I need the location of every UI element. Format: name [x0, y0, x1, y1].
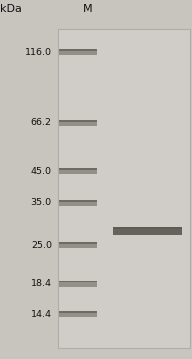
- Text: 14.4: 14.4: [31, 310, 52, 319]
- Bar: [59, 242, 97, 244]
- Text: 18.4: 18.4: [31, 279, 52, 288]
- Bar: [59, 168, 97, 170]
- Bar: [59, 311, 97, 317]
- Bar: [59, 49, 97, 55]
- Bar: [59, 120, 97, 122]
- Text: M: M: [83, 4, 93, 14]
- Bar: [59, 168, 97, 174]
- Bar: [59, 120, 97, 126]
- Bar: [59, 200, 97, 206]
- Text: 116.0: 116.0: [25, 48, 52, 57]
- Text: 66.2: 66.2: [31, 118, 52, 127]
- Bar: [113, 227, 182, 235]
- Bar: [59, 200, 97, 202]
- Text: 35.0: 35.0: [31, 198, 52, 208]
- Text: 25.0: 25.0: [31, 241, 52, 250]
- Bar: [113, 227, 182, 229]
- Text: kDa: kDa: [0, 4, 22, 14]
- Bar: [59, 281, 97, 287]
- Bar: [59, 49, 97, 51]
- Text: 45.0: 45.0: [31, 167, 52, 176]
- Bar: [59, 242, 97, 248]
- Bar: [59, 311, 97, 313]
- Bar: [58, 29, 190, 348]
- Bar: [59, 281, 97, 283]
